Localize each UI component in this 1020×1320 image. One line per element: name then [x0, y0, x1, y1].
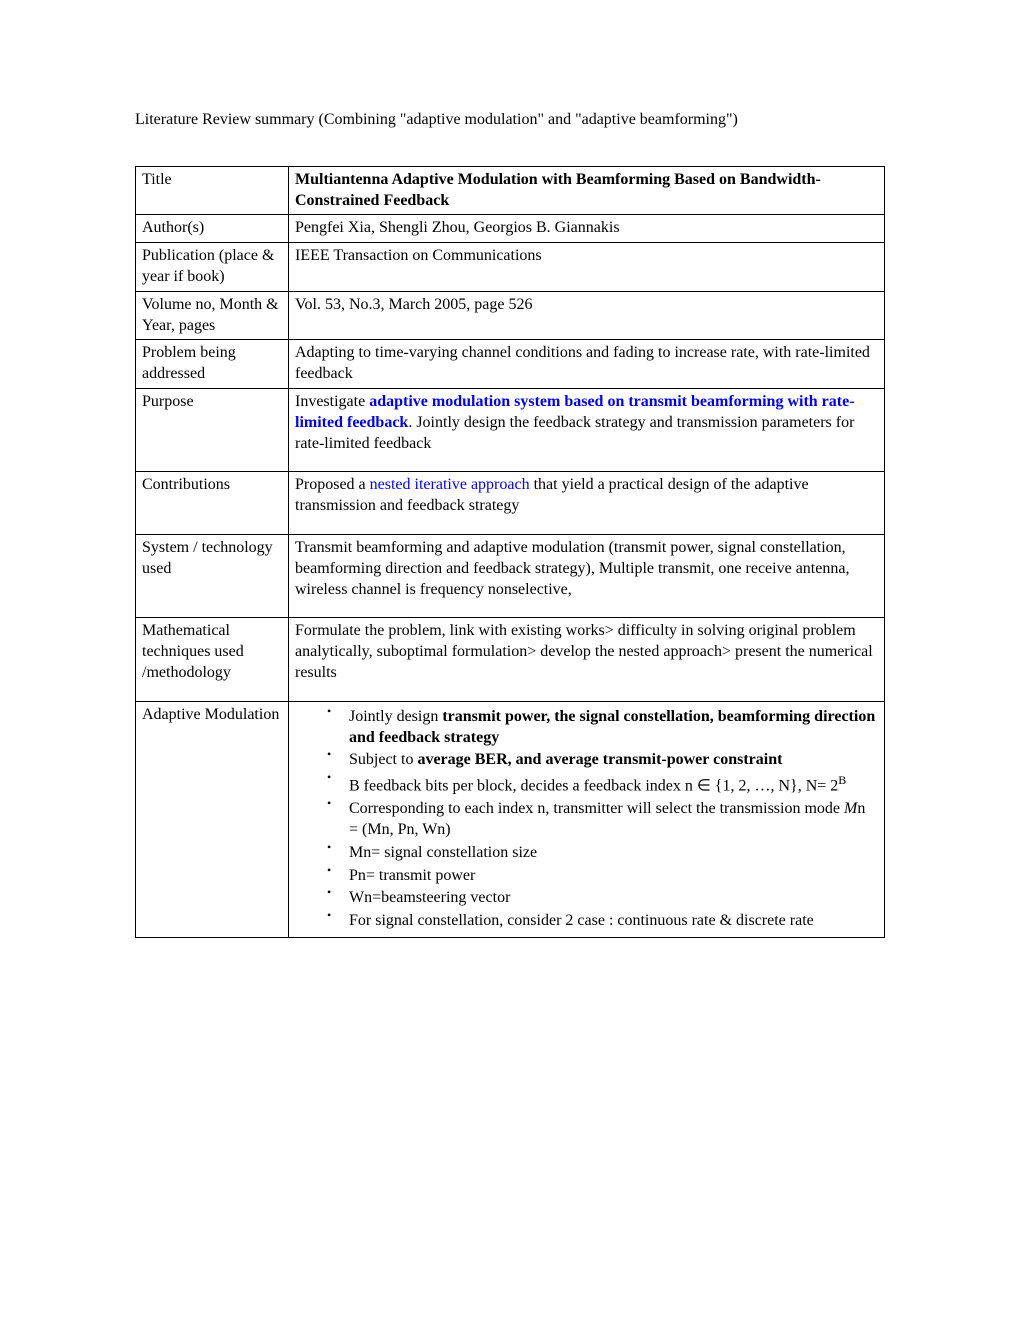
- title-text: Multiantenna Adaptive Modulation with Be…: [295, 171, 821, 209]
- bullet-2: Subject to average BER, and average tran…: [349, 750, 878, 771]
- bullet-1: Jointly design transmit power, the signa…: [349, 707, 878, 749]
- b4-prefix: Corresponding to each index n, transmitt…: [349, 800, 844, 817]
- bullet-7: Wn=beamsteering vector: [349, 888, 878, 909]
- value-purpose: Investigate adaptive modulation system b…: [289, 388, 885, 471]
- contrib-highlight: nested iterative approach: [370, 476, 530, 493]
- row-adaptive: Adaptive Modulation Jointly design trans…: [136, 701, 885, 937]
- bullet-3: B feedback bits per block, decides a fee…: [349, 773, 878, 797]
- system-text: Transmit beamforming and adaptive modula…: [295, 539, 849, 598]
- value-title: Multiantenna Adaptive Modulation with Be…: [289, 166, 885, 215]
- b3-sup: B: [838, 773, 846, 787]
- b2-prefix: Subject to: [349, 751, 417, 768]
- row-contributions: Contributions Proposed a nested iterativ…: [136, 472, 885, 535]
- b3-text: B feedback bits per block, decides a fee…: [349, 777, 838, 794]
- row-purpose: Purpose Investigate adaptive modulation …: [136, 388, 885, 471]
- label-contributions: Contributions: [136, 472, 289, 535]
- value-volume: Vol. 53, No.3, March 2005, page 526: [289, 291, 885, 340]
- row-math: Mathematical techniques used /methodolog…: [136, 618, 885, 701]
- label-volume: Volume no, Month & Year, pages: [136, 291, 289, 340]
- literature-table: Title Multiantenna Adaptive Modulation w…: [135, 166, 885, 938]
- value-system: Transmit beamforming and adaptive modula…: [289, 534, 885, 617]
- value-authors: Pengfei Xia, Shengli Zhou, Georgios B. G…: [289, 215, 885, 243]
- label-authors: Author(s): [136, 215, 289, 243]
- label-purpose: Purpose: [136, 388, 289, 471]
- value-publication: IEEE Transaction on Communications: [289, 243, 885, 292]
- b4-italic: M: [844, 800, 857, 817]
- b1-prefix: Jointly design: [349, 708, 442, 725]
- row-authors: Author(s) Pengfei Xia, Shengli Zhou, Geo…: [136, 215, 885, 243]
- contrib-prefix: Proposed a: [295, 476, 370, 493]
- bullet-5: Mn= signal constellation size: [349, 843, 878, 864]
- page-container: Literature Review summary (Combining "ad…: [0, 0, 1020, 998]
- bullet-4: Corresponding to each index n, transmitt…: [349, 799, 878, 841]
- label-problem: Problem being addressed: [136, 340, 289, 389]
- bullet-8: For signal constellation, consider 2 cas…: [349, 911, 878, 932]
- row-title: Title Multiantenna Adaptive Modulation w…: [136, 166, 885, 215]
- bullet-6: Pn= transmit power: [349, 866, 878, 887]
- row-volume: Volume no, Month & Year, pages Vol. 53, …: [136, 291, 885, 340]
- bullet-list: Jointly design transmit power, the signa…: [295, 707, 878, 932]
- row-problem: Problem being addressed Adapting to time…: [136, 340, 885, 389]
- label-publication: Publication (place & year if book): [136, 243, 289, 292]
- value-adaptive: Jointly design transmit power, the signa…: [289, 701, 885, 937]
- row-system: System / technology used Transmit beamfo…: [136, 534, 885, 617]
- value-problem: Adapting to time-varying channel conditi…: [289, 340, 885, 389]
- label-system: System / technology used: [136, 534, 289, 617]
- value-contributions: Proposed a nested iterative approach tha…: [289, 472, 885, 535]
- value-math: Formulate the problem, link with existin…: [289, 618, 885, 701]
- purpose-prefix: Investigate: [295, 393, 369, 410]
- label-math: Mathematical techniques used /methodolog…: [136, 618, 289, 701]
- label-adaptive: Adaptive Modulation: [136, 701, 289, 937]
- math-text: Formulate the problem, link with existin…: [295, 622, 873, 681]
- label-title: Title: [136, 166, 289, 215]
- b2-bold: average BER, and average transmit-power …: [417, 751, 782, 768]
- page-heading: Literature Review summary (Combining "ad…: [135, 110, 885, 131]
- row-publication: Publication (place & year if book) IEEE …: [136, 243, 885, 292]
